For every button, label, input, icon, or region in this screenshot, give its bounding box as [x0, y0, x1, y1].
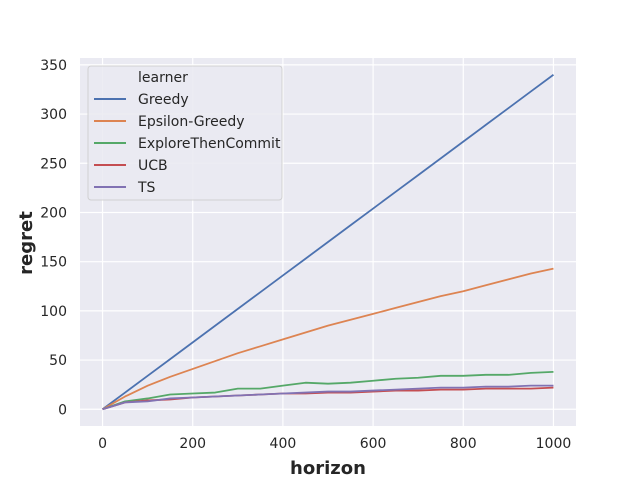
y-tick-label: 0 [58, 402, 67, 418]
y-tick-label: 150 [40, 255, 67, 271]
x-axis-title: horizon [290, 458, 366, 479]
series-line-ts [102, 384, 554, 411]
series-line-greedy [102, 74, 554, 410]
series-lines [102, 74, 554, 411]
y-tick-label: 350 [40, 58, 67, 74]
x-tick-label: 400 [270, 436, 297, 452]
y-tick-label: 50 [49, 353, 67, 369]
y-tick-label: 200 [40, 205, 67, 221]
legend-box [87, 65, 283, 201]
legend: learner Greedy Epsilon-Greedy ExploreThenC… [87, 65, 283, 201]
x-tick-label: 600 [360, 436, 387, 452]
x-tick-label: 200 [179, 436, 206, 452]
series-line-explorethencommit [102, 370, 554, 411]
grid [80, 58, 576, 426]
legend-title: learner [138, 70, 188, 86]
y-tick-label: 300 [40, 107, 67, 123]
y-tick-label: 250 [40, 156, 67, 172]
legend-entry: TS [137, 180, 156, 196]
y-tick-label: 100 [40, 304, 67, 320]
legend-entry: Greedy [138, 92, 189, 108]
x-tick-labels: 0 200 400 600 800 1000 [98, 436, 571, 452]
y-axis-title: regret [16, 211, 37, 275]
x-tick-label: 800 [450, 436, 477, 452]
series-line-epsilon-greedy [102, 267, 554, 411]
x-tick-label: 0 [98, 436, 107, 452]
legend-entry: Epsilon-Greedy [138, 114, 245, 130]
x-tick-label: 1000 [536, 436, 572, 452]
legend-entry: ExploreThenCommit [138, 136, 281, 152]
legend-entry: UCB [138, 158, 168, 174]
y-tick-labels: 0 50 100 150 200 250 300 350 [40, 58, 67, 418]
